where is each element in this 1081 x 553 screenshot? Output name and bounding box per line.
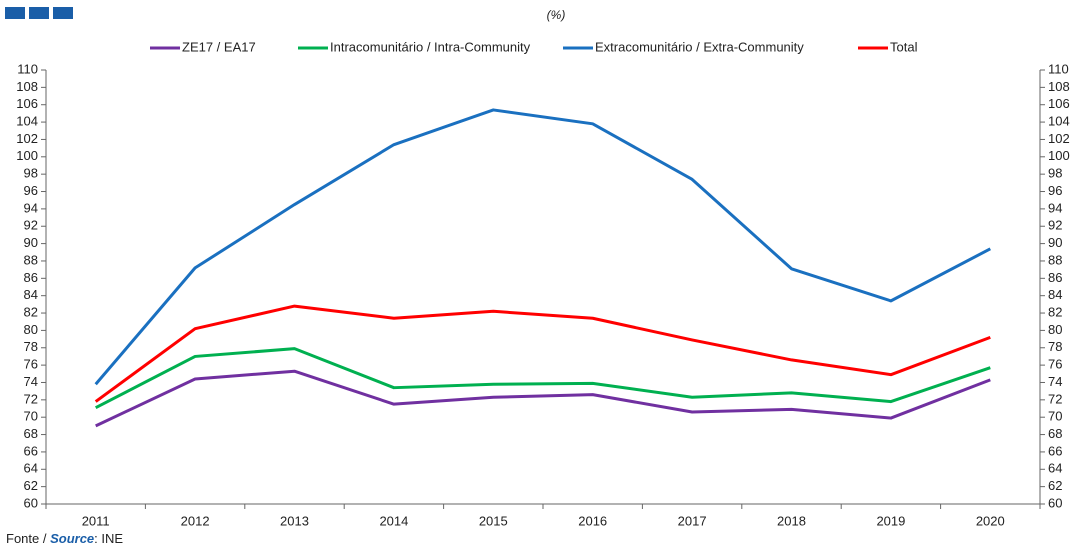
y-tick-label: 98 xyxy=(24,166,38,181)
y2-tick-label: 60 xyxy=(1048,495,1062,510)
logo-block xyxy=(53,7,73,19)
y2-tick-label: 90 xyxy=(1048,235,1062,250)
y-tick-label: 66 xyxy=(24,443,38,458)
y2-tick-label: 66 xyxy=(1048,443,1062,458)
x-tick-label: 2017 xyxy=(678,513,707,528)
y2-tick-label: 102 xyxy=(1048,131,1070,146)
y-tick-label: 64 xyxy=(24,461,38,476)
source-prefix: Fonte / xyxy=(6,531,50,546)
y2-tick-label: 80 xyxy=(1048,322,1062,337)
y2-tick-label: 84 xyxy=(1048,287,1062,302)
y-tick-label: 80 xyxy=(24,322,38,337)
y-tick-label: 104 xyxy=(16,114,38,129)
legend-label: ZE17 / EA17 xyxy=(182,39,256,54)
x-tick-label: 2014 xyxy=(379,513,408,528)
y-tick-label: 74 xyxy=(24,374,38,389)
y2-tick-label: 110 xyxy=(1048,61,1069,76)
y2-tick-label: 78 xyxy=(1048,339,1062,354)
y2-tick-label: 104 xyxy=(1048,114,1070,129)
series-line xyxy=(94,304,991,403)
y-tick-label: 108 xyxy=(16,79,38,94)
y-tick-label: 82 xyxy=(24,304,38,319)
series-line xyxy=(94,108,991,386)
y2-tick-label: 108 xyxy=(1048,79,1070,94)
legend-label: Total xyxy=(890,39,918,54)
source: Fonte / Source: INE xyxy=(6,531,123,546)
legend-label: Extracomunitário / Extra-Community xyxy=(595,39,804,54)
series-line xyxy=(95,369,991,428)
x-tick-label: 2015 xyxy=(479,513,508,528)
y2-tick-label: 100 xyxy=(1048,148,1070,163)
y2-tick-label: 92 xyxy=(1048,218,1062,233)
x-tick-label: 2011 xyxy=(82,513,110,528)
y-tick-label: 60 xyxy=(24,495,38,510)
chart-subtitle: (%) xyxy=(547,8,566,22)
series-line xyxy=(95,347,991,409)
y-tick-label: 106 xyxy=(16,96,38,111)
y-tick-label: 72 xyxy=(24,391,38,406)
y-tick-label: 100 xyxy=(16,148,38,163)
y2-tick-label: 62 xyxy=(1048,478,1062,493)
y-tick-label: 70 xyxy=(24,409,38,424)
x-tick-label: 2018 xyxy=(777,513,806,528)
logo-block xyxy=(29,7,49,19)
y2-tick-label: 106 xyxy=(1048,96,1070,111)
x-tick-label: 2020 xyxy=(976,513,1005,528)
y-tick-label: 102 xyxy=(16,131,38,146)
y-tick-label: 110 xyxy=(17,61,38,76)
y2-tick-label: 76 xyxy=(1048,357,1062,372)
logo-block xyxy=(5,7,25,19)
y-tick-label: 96 xyxy=(24,183,38,198)
y2-tick-label: 68 xyxy=(1048,426,1062,441)
y2-tick-label: 98 xyxy=(1048,166,1062,181)
y-tick-label: 92 xyxy=(24,218,38,233)
y2-tick-label: 96 xyxy=(1048,183,1062,198)
y2-tick-label: 86 xyxy=(1048,270,1062,285)
y-tick-label: 88 xyxy=(24,252,38,267)
y2-tick-label: 72 xyxy=(1048,391,1062,406)
y-tick-label: 76 xyxy=(24,357,38,372)
y-tick-label: 62 xyxy=(24,478,38,493)
source-rest: : INE xyxy=(94,531,123,546)
y-tick-label: 86 xyxy=(24,270,38,285)
y-tick-label: 84 xyxy=(24,287,38,302)
y2-tick-label: 64 xyxy=(1048,461,1062,476)
y-tick-label: 78 xyxy=(24,339,38,354)
x-tick-label: 2012 xyxy=(181,513,210,528)
x-tick-label: 2016 xyxy=(578,513,607,528)
y2-tick-label: 74 xyxy=(1048,374,1062,389)
x-tick-label: 2019 xyxy=(876,513,905,528)
y-tick-label: 68 xyxy=(24,426,38,441)
legend-label: Intracomunitário / Intra-Community xyxy=(330,39,531,54)
y2-tick-label: 82 xyxy=(1048,304,1062,319)
x-tick-label: 2013 xyxy=(280,513,309,528)
y2-tick-label: 70 xyxy=(1048,409,1062,424)
y2-tick-label: 88 xyxy=(1048,252,1062,267)
source-emphasis: Source xyxy=(50,531,94,546)
y2-tick-label: 94 xyxy=(1048,200,1062,215)
y-tick-label: 94 xyxy=(24,200,38,215)
y-tick-label: 90 xyxy=(24,235,38,250)
